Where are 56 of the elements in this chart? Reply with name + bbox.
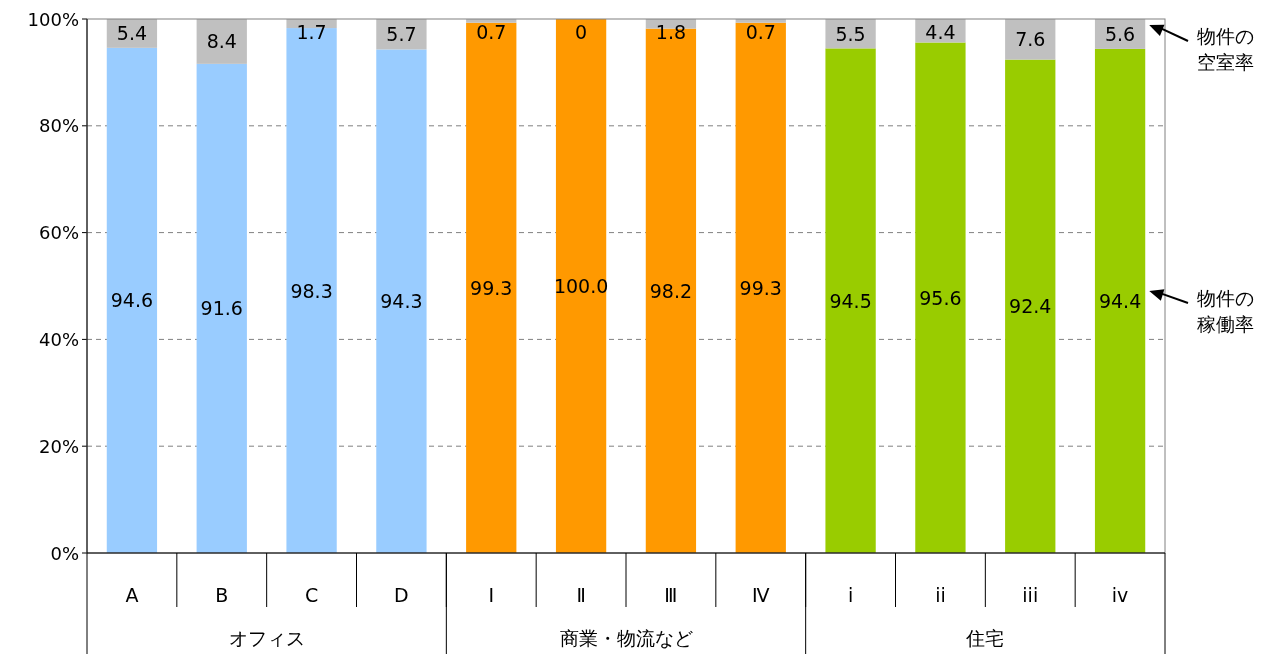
data-label: 94.5 <box>829 289 872 312</box>
data-label: 92.4 <box>1009 295 1052 318</box>
bar <box>735 22 786 553</box>
text: 商業・物流など <box>559 627 693 649</box>
bar <box>1005 59 1056 553</box>
data-label: 91.6 <box>200 297 243 320</box>
data-label: 98.2 <box>649 279 693 302</box>
y-tick-label: 80% <box>38 115 79 137</box>
y-tick-label: 0% <box>50 542 79 564</box>
data-label: 99.3 <box>739 276 782 299</box>
bar <box>106 47 158 553</box>
data-label: 95.6 <box>919 286 962 309</box>
x-tick-label: Ⅰ <box>488 584 495 606</box>
text: 物件の稼働率 <box>1197 286 1254 335</box>
data-label: 7.6 <box>1015 28 1046 51</box>
data-label: 5.7 <box>386 23 417 46</box>
x-tick-label: ii <box>935 584 946 606</box>
x-tick-label: Ⅳ <box>751 584 770 606</box>
data-label: 98.3 <box>290 279 333 302</box>
text: 物件の空室率 <box>1197 25 1254 73</box>
bar <box>555 19 607 553</box>
bar <box>466 22 517 553</box>
text: 住宅 <box>965 627 1005 649</box>
x-tick-label: C <box>304 584 319 606</box>
x-tick-label: B <box>215 584 229 606</box>
y-tick-label: 40% <box>38 328 79 350</box>
bar <box>1094 48 1146 553</box>
x-tick-label: A <box>125 584 139 606</box>
bar <box>376 49 427 553</box>
data-label: 99.3 <box>470 276 513 299</box>
x-tick-label: Ⅲ <box>664 584 678 606</box>
x-tick-label: D <box>394 584 409 606</box>
data-label: 0.7 <box>476 21 507 43</box>
data-label: 5.6 <box>1104 22 1136 45</box>
data-label: 8.4 <box>206 30 237 53</box>
x-tick-label: iii <box>1022 584 1039 606</box>
x-tick-label: Ⅱ <box>576 584 586 606</box>
x-tick-label: i <box>847 584 854 606</box>
data-label: 0.7 <box>745 21 776 43</box>
bar <box>1005 19 1056 60</box>
bar <box>915 42 966 553</box>
data-label: 5.4 <box>116 22 148 45</box>
data-label: 94.4 <box>1098 289 1142 312</box>
data-label: 0 <box>575 21 588 43</box>
text: オフィス <box>228 627 305 649</box>
data-label: 94.6 <box>110 289 154 312</box>
bar <box>196 63 247 553</box>
data-label: 94.3 <box>380 290 423 313</box>
y-tick-label: 60% <box>38 222 79 244</box>
y-tick-label: 100% <box>27 8 79 30</box>
data-label: 4.4 <box>925 21 956 43</box>
data-label: 1.7 <box>296 21 327 43</box>
x-tick-label: iv <box>1111 584 1129 606</box>
data-label: 5.5 <box>835 22 866 45</box>
bar <box>825 48 876 553</box>
y-tick-label: 20% <box>38 435 79 457</box>
